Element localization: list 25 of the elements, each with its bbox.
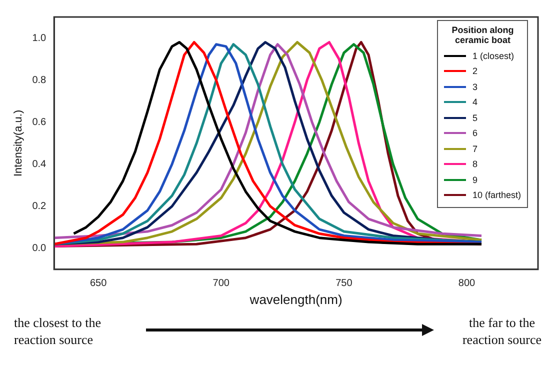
text: the closest to the reaction source bbox=[14, 314, 102, 348]
legend-label: 6 bbox=[472, 128, 478, 138]
legend-label: 8 bbox=[472, 159, 478, 170]
legend-label: 10 (farthest) bbox=[472, 190, 521, 200]
legend-label: 4 bbox=[472, 97, 478, 108]
y-axis-title: Intensity(a.u.) bbox=[12, 110, 25, 177]
legend-label: 9 bbox=[472, 174, 478, 185]
x-axis-title: wavelength(nm) bbox=[248, 292, 342, 307]
x-tick-label: 650 bbox=[90, 278, 108, 290]
y-tick-label: 0.6 bbox=[32, 116, 47, 128]
y-tick-label: 0.2 bbox=[32, 201, 47, 212]
legend-label: 5 bbox=[472, 112, 478, 123]
legend-label: 7 bbox=[472, 144, 478, 154]
legend-title: Position along ceramic boat bbox=[450, 25, 515, 45]
y-tick-label: 0.8 bbox=[32, 74, 47, 86]
x-tick-label: 700 bbox=[212, 278, 230, 290]
y-tick-label: 1.0 bbox=[32, 32, 47, 44]
y-tick-label: 0.0 bbox=[32, 243, 47, 254]
y-tick-label: 0.4 bbox=[32, 158, 47, 170]
legend-label: 3 bbox=[472, 82, 478, 92]
text: the far to the reaction source bbox=[461, 314, 543, 348]
x-tick-label: 800 bbox=[458, 278, 476, 290]
x-tick-label: 750 bbox=[336, 278, 353, 290]
legend-label: 1 (closest) bbox=[472, 50, 514, 61]
legend-label: 2 bbox=[472, 66, 478, 76]
